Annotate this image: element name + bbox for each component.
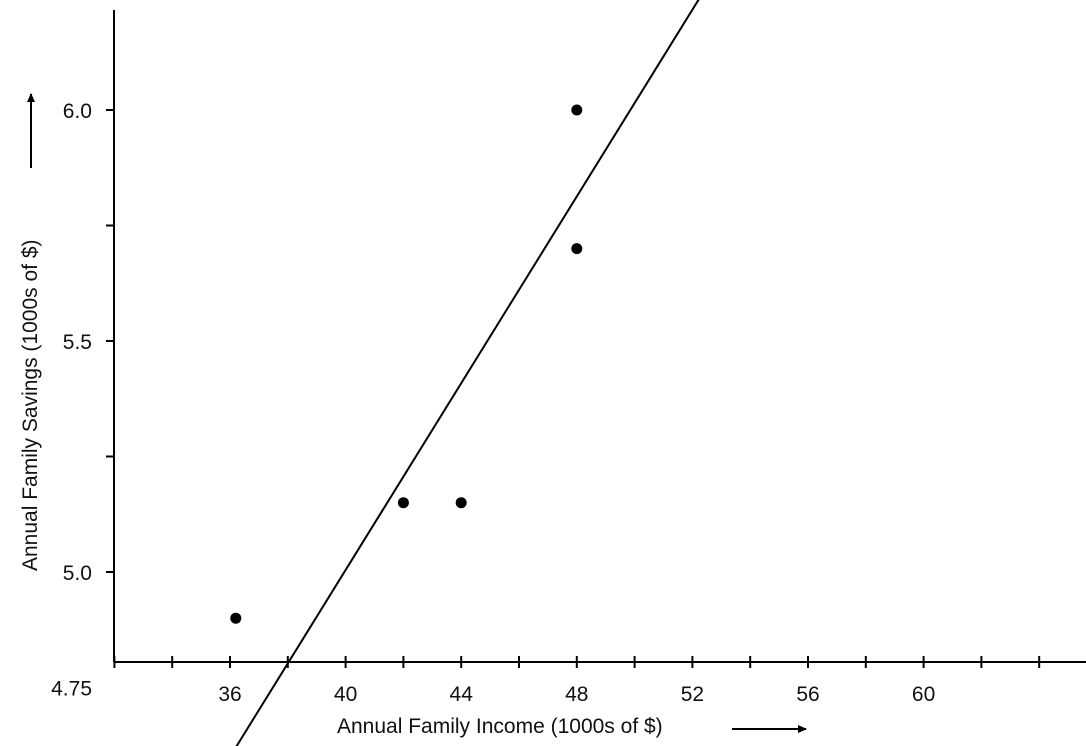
y-tick-label: 5.0 <box>63 562 92 585</box>
x-axis-title-group: Annual Family Income (1000s of $) <box>337 715 807 738</box>
data-point <box>455 497 467 509</box>
x-tick-label: 48 <box>565 683 588 706</box>
y-tick-label: 5.5 <box>63 331 92 354</box>
x-tick-label: 52 <box>681 683 704 706</box>
x-tick-label: 36 <box>218 683 241 706</box>
x-tick-label: 40 <box>334 683 357 706</box>
data-point <box>230 612 242 624</box>
y-tick-label: 4.75 <box>51 678 92 701</box>
x-axis-title: Annual Family Income (1000s of $) <box>337 715 663 738</box>
x-tick-label: 60 <box>912 683 935 706</box>
x-tick-label: 44 <box>450 683 474 706</box>
y-tick-label: 6.0 <box>63 100 92 123</box>
x-tick-label: 56 <box>796 683 819 706</box>
trend-line <box>235 0 700 746</box>
trend-line-group <box>235 0 700 746</box>
axes <box>113 10 1086 663</box>
data-points <box>230 104 583 624</box>
axis-ticks <box>106 109 1041 668</box>
y-axis-title: Annual Family Savings (1000s of $) <box>19 240 42 572</box>
y-axis-title-group: Annual Family Savings (1000s of $) <box>19 93 42 572</box>
data-point <box>571 104 583 116</box>
data-point <box>397 497 409 509</box>
data-point <box>571 243 583 255</box>
